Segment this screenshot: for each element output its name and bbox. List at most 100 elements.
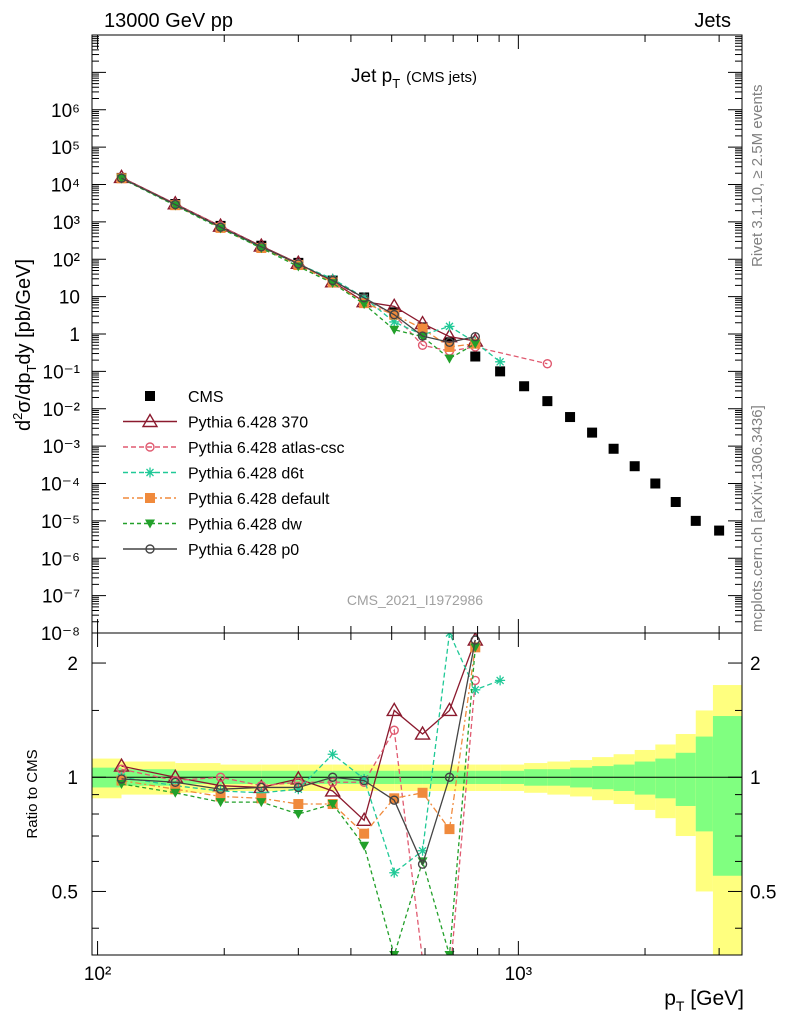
data-point-pythia-6-428-p0 (359, 293, 369, 303)
ratio-point-pythia-6-428-370 (414, 725, 431, 740)
ratio-line-pythia-6-428-p0 (121, 639, 476, 867)
ratio-band-inner (695, 736, 713, 832)
legend-label-pythia-6-428-dw: Pythia 6.428 dw (188, 517, 302, 534)
legend-marker-pythia-6-428-p0 (145, 544, 155, 554)
ratio-point-pythia-6-428-dw (256, 798, 267, 808)
data-point-cms (629, 461, 640, 472)
x-tick-label: 10² (84, 964, 111, 985)
data-point-cms (690, 515, 701, 526)
data-point-cms (542, 396, 553, 407)
data-point-pythia-6-428-d6t (444, 321, 455, 332)
legend-label-cms: CMS (188, 389, 224, 406)
ratio-point-pythia-6-428-default (417, 787, 428, 798)
main-panel: 10⁻⁸ 10⁻⁷ 10⁻⁶ 10⁻⁵ 10⁻⁴ 10⁻³ 10⁻² 10⁻¹ 1 10 10² 10… (10, 34, 743, 645)
ratio-point-pythia-6-428-default (389, 793, 400, 804)
data-point-cms (587, 427, 598, 438)
data-point-pythia-6-428-dw (359, 300, 370, 310)
ratio-panel: 0.5 0.5 1 1 2 2 Ratio to CMS (24, 632, 776, 985)
y-tick-label: 1 (69, 325, 80, 346)
ratio-point-pythia-6-428-p0 (417, 859, 428, 869)
plot-title: Jet pT (CMS jets) (351, 66, 477, 91)
data-point-cms (495, 366, 506, 377)
ratio-y-axis-label: Ratio to CMS (24, 749, 41, 838)
ratio-point-pythia-6-428-d6t (215, 785, 226, 796)
legend-label-pythia-6-428-default: Pythia 6.428 default (188, 491, 330, 508)
data-point-pythia-6-428-p0 (256, 242, 267, 252)
plot-title-subscript: T (392, 76, 400, 91)
header-process: 13000 GeV pp (104, 10, 233, 32)
legend-marker-pythia-6-428-default (145, 493, 155, 503)
x-tick-label: 10³ (505, 964, 532, 985)
y-tick-label: 10⁴ (51, 176, 80, 197)
ratio-point-pythia-6-428-d6t (256, 787, 267, 798)
ratio-point-pythia-6-428-atlas-csc (445, 977, 453, 985)
y-tick-label: 10⁻² (43, 400, 81, 421)
mcplots-credit-label: mcplots.cern.ch [arXiv:1306.3436] (749, 405, 766, 632)
data-point-pythia-6-428-atlas-csc (542, 359, 553, 369)
header-observable: Jets (694, 10, 731, 32)
ratio-point-pythia-6-428-d6t (293, 784, 304, 795)
ratio-line-pythia-6-428-atlas-csc (121, 680, 476, 955)
ratio-tick-label: 0.5 (52, 882, 78, 903)
x-axis-label: pT [GeV] (664, 987, 744, 1014)
plot-title-note: (CMS jets) (406, 69, 477, 86)
legend-label-pythia-6-428-d6t: Pythia 6.428 d6t (188, 466, 304, 483)
ratio-tick-label-right: 1 (750, 768, 761, 789)
data-point-pythia-6-428-p0 (215, 222, 226, 232)
data-point-pythia-6-428-d6t (389, 316, 400, 327)
data-point-cms (670, 496, 681, 507)
legend-label-pythia-6-428-370: Pythia 6.428 370 (188, 415, 308, 432)
ratio-band-inner (675, 752, 696, 806)
ratio-point-pythia-6-428-370 (355, 811, 373, 827)
legend-marker-cms (145, 391, 155, 401)
ratio-band-inner (712, 716, 742, 876)
legend-marker-pythia-6-428-atlas-csc (145, 442, 155, 452)
ratio-point-pythia-6-428-p0 (359, 775, 369, 786)
data-point-pythia-6-428-dw (470, 339, 481, 349)
data-point-cms (470, 351, 481, 362)
y-tick-label: 10⁻⁷ (42, 587, 80, 608)
ratio-band-inner (655, 758, 676, 799)
data-point-cms (608, 443, 619, 454)
ratio-point-pythia-6-428-default (293, 799, 304, 810)
ratio-point-pythia-6-428-atlas-csc (215, 772, 226, 782)
legend-label-pythia-6-428-p0: Pythia 6.428 p0 (188, 542, 299, 559)
y-tick-label: 10⁻⁴ (41, 475, 80, 496)
ratio-point-pythia-6-428-dw (170, 788, 181, 798)
ratio-point-pythia-6-428-dw (470, 643, 481, 653)
data-point-pythia-6-428-p0 (417, 331, 428, 341)
ratio-point-pythia-6-428-atlas-csc (327, 777, 338, 787)
legend: CMS Pythia 6.428 370 Pythia 6.428 atlas-cs… (123, 389, 345, 559)
ratio-point-pythia-6-428-p0 (444, 772, 455, 782)
y-tick-label: 10⁻⁸ (41, 624, 80, 645)
ratio-point-pythia-6-428-dw (293, 810, 304, 820)
y-tick-label: 10⁻³ (43, 437, 81, 458)
ratio-point-pythia-6-428-370 (324, 782, 341, 797)
ratio-point-pythia-6-428-atlas-csc (419, 956, 427, 964)
series-line-pythia-6-428-dw (121, 178, 476, 360)
ratio-point-pythia-6-428-d6t (389, 867, 400, 878)
ratio-point-pythia-6-428-d6t (417, 845, 428, 856)
data-point-pythia-6-428-p0 (470, 331, 480, 342)
series-line-pythia-6-428-atlas-csc (121, 177, 548, 365)
ratio-band-inner (634, 761, 656, 795)
ratio-point-pythia-6-428-p0 (256, 782, 267, 793)
legend-marker-pythia-6-428-d6t (145, 467, 155, 478)
ratio-point-pythia-6-428-p0 (293, 782, 304, 793)
rivet-version-label: Rivet 3.1.10, ≥ 2.5M events (749, 85, 766, 268)
ratio-point-pythia-6-428-370 (113, 757, 130, 772)
ratio-point-pythia-6-428-p0 (327, 772, 338, 782)
ratio-point-pythia-6-428-p0 (389, 795, 399, 805)
ratio-line-pythia-6-428-370 (121, 639, 476, 822)
ratio-point-pythia-6-428-default (359, 828, 370, 839)
ratio-point-pythia-6-428-d6t (327, 749, 338, 760)
ratio-point-pythia-6-428-dw (215, 798, 226, 808)
ratio-point-pythia-6-428-d6t (470, 684, 481, 695)
series-line-pythia-6-428-p0 (121, 177, 476, 343)
ratio-line-pythia-6-428-dw (121, 647, 476, 955)
data-point-pythia-6-428-p0 (116, 173, 127, 183)
ratio-point-pythia-6-428-p0 (170, 777, 180, 787)
ratio-point-pythia-6-428-default (444, 824, 455, 835)
ratio-line-pythia-6-428-d6t (121, 633, 501, 874)
